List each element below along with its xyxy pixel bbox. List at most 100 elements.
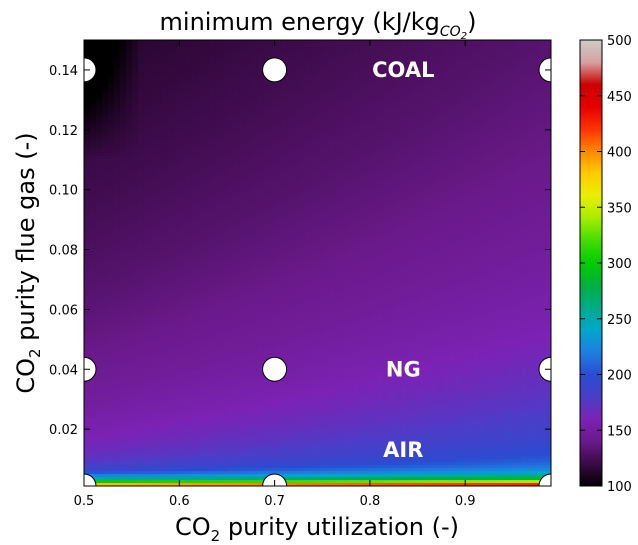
heatmap-cell	[473, 84, 480, 89]
heatmap-cell	[317, 185, 325, 190]
heatmap-cell	[293, 66, 301, 71]
heatmap-cell	[311, 206, 319, 211]
heatmap-cell	[503, 48, 510, 53]
heatmap-cell	[101, 51, 109, 56]
heatmap-cell	[401, 221, 408, 225]
heatmap-cell	[305, 105, 313, 109]
heatmap-cell	[497, 126, 504, 130]
heatmap-cell	[84, 42, 91, 47]
heatmap-cell	[533, 179, 540, 184]
heatmap-cell	[533, 182, 540, 187]
heatmap-cell	[215, 209, 223, 214]
heatmap-cell	[281, 135, 289, 139]
heatmap-cell	[101, 164, 109, 169]
heatmap-cell	[503, 170, 510, 175]
heatmap-cell	[221, 78, 229, 83]
heatmap-cell	[131, 111, 139, 115]
heatmap-cell	[437, 57, 444, 62]
heatmap-cell	[395, 105, 402, 109]
heatmap-cell	[473, 45, 480, 50]
heatmap-cell	[203, 206, 211, 211]
heatmap-cell	[443, 108, 450, 112]
heatmap-cell	[161, 212, 169, 217]
heatmap-cell	[221, 102, 229, 107]
heatmap-cell	[107, 102, 115, 107]
heatmap-cell	[233, 51, 241, 56]
heatmap-cell	[233, 42, 241, 47]
heatmap-cell	[155, 114, 163, 118]
heatmap-cell	[377, 84, 384, 89]
heatmap-cell	[503, 197, 510, 202]
heatmap-cell	[119, 63, 127, 68]
heatmap-cell	[275, 42, 283, 47]
heatmap-cell	[515, 227, 522, 231]
heatmap-cell	[353, 63, 361, 68]
heatmap-cell	[185, 42, 193, 47]
heatmap-cell	[485, 132, 492, 136]
heatmap-cell	[197, 215, 205, 219]
heatmap-cell	[101, 123, 109, 127]
heatmap-cell	[527, 57, 534, 62]
heatmap-cell	[335, 120, 343, 124]
heatmap-cell	[101, 167, 109, 172]
heatmap-cell	[377, 152, 384, 157]
heatmap-cell	[257, 185, 265, 190]
heatmap-cell	[221, 93, 229, 98]
heatmap-cell	[275, 188, 283, 193]
heatmap-cell	[311, 78, 319, 83]
heatmap-cell	[461, 63, 468, 68]
heatmap-cell	[155, 179, 163, 184]
heatmap-cell	[95, 102, 103, 107]
heatmap-cell	[287, 164, 295, 169]
heatmap-cell	[167, 117, 175, 121]
heatmap-cell	[203, 191, 211, 196]
heatmap-cell	[341, 200, 349, 205]
heatmap-cell	[527, 164, 534, 169]
heatmap-cell	[131, 69, 139, 74]
heatmap-cell	[185, 170, 193, 175]
heatmap-cell	[425, 105, 432, 109]
heatmap-cell	[407, 60, 414, 65]
heatmap-cell	[233, 99, 241, 104]
heatmap-cell	[497, 75, 504, 80]
heatmap-cell	[389, 194, 396, 199]
heatmap-cell	[281, 144, 289, 148]
heatmap-cell	[461, 176, 468, 181]
heatmap-cell	[461, 105, 468, 109]
heatmap-cell	[197, 84, 205, 89]
heatmap-cell	[413, 200, 420, 205]
heatmap-cell	[503, 102, 510, 107]
heatmap-cell	[155, 170, 163, 175]
heatmap-cell	[539, 129, 546, 133]
heatmap-cell	[287, 224, 295, 228]
heatmap-cell	[119, 209, 127, 214]
heatmap-cell	[143, 66, 151, 71]
heatmap-cell	[155, 215, 163, 219]
heatmap-cell	[317, 173, 325, 178]
heatmap-cell	[527, 99, 534, 104]
heatmap-cell	[275, 158, 283, 163]
heatmap-cell	[371, 108, 378, 112]
heatmap-cell	[383, 75, 390, 80]
heatmap-cell	[293, 203, 301, 208]
heatmap-cell	[239, 150, 247, 154]
heatmap-cell	[95, 197, 103, 202]
heatmap-cell	[221, 105, 229, 109]
heatmap-cell	[209, 194, 217, 199]
heatmap-cell	[443, 66, 450, 71]
heatmap-cell	[413, 45, 420, 50]
heatmap-cell	[431, 197, 438, 202]
heatmap-cell	[377, 209, 384, 214]
heatmap-cell	[185, 138, 193, 142]
heatmap-cell	[143, 42, 151, 47]
heatmap-cell	[239, 179, 247, 184]
heatmap-cell	[455, 66, 462, 71]
heatmap-cell	[371, 93, 378, 98]
heatmap-cell	[209, 221, 217, 225]
heatmap-cell	[479, 78, 486, 83]
heatmap-cell	[227, 42, 235, 47]
heatmap-cell	[179, 188, 187, 193]
heatmap-cell	[197, 120, 205, 124]
heatmap-cell	[431, 155, 438, 160]
heatmap-cell	[221, 197, 229, 202]
